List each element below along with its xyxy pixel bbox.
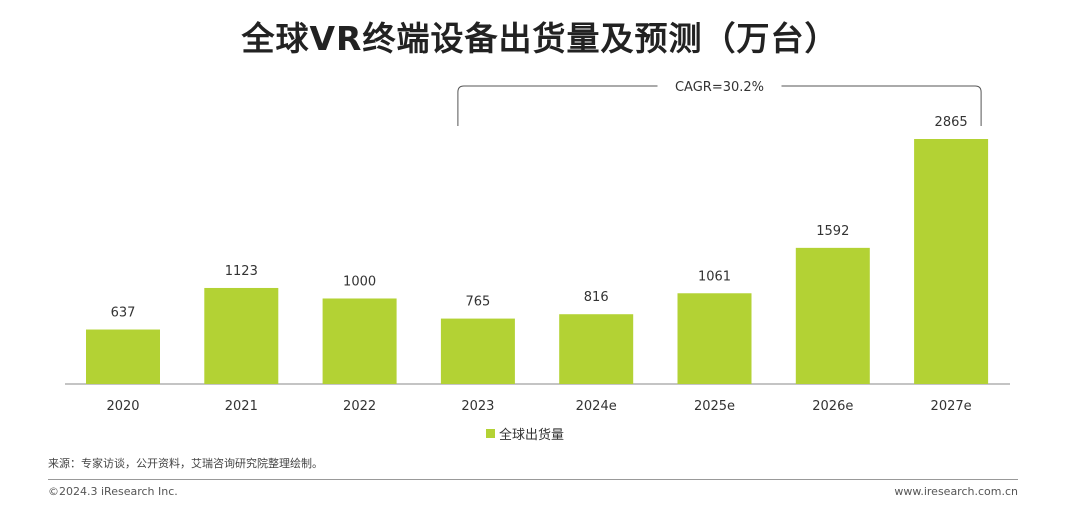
copyright: ©2024.3 iResearch Inc. [48, 485, 178, 498]
data-label-2024e: 816 [584, 290, 609, 305]
x-tick-label-2025e: 2025e [694, 399, 735, 414]
bar-2021 [204, 287, 279, 384]
x-tick-label-2023: 2023 [461, 399, 494, 414]
x-tick-label-2020: 2020 [106, 399, 139, 414]
bar-2020 [86, 329, 160, 384]
legend: 全球出货量 [486, 424, 564, 443]
bar-2025e [677, 293, 752, 384]
footer-divider [48, 479, 1018, 480]
source-note: 来源：专家访谈，公开资料，艾瑞咨询研究院整理绘制。 [48, 457, 323, 470]
bar-2024e [559, 314, 634, 384]
data-label-2020: 637 [111, 306, 136, 321]
data-label-2026e: 1592 [816, 224, 849, 239]
x-tick-label-2027e: 2027e [931, 399, 972, 414]
data-label-2023: 765 [465, 295, 490, 310]
chart-title: 全球VR终端设备出货量及预测（万台） [241, 19, 839, 58]
x-tick-label-2022: 2022 [343, 399, 376, 414]
cagr-bracket-left [457, 85, 658, 126]
data-label-2021: 1123 [225, 264, 258, 279]
x-tick-label-2024e: 2024e [576, 399, 617, 414]
x-tick-label-2026e: 2026e [812, 399, 853, 414]
data-label-2025e: 1061 [698, 269, 731, 284]
legend-label: 全球出货量 [499, 428, 565, 443]
x-tick-label-2021: 2021 [225, 399, 258, 414]
website-link[interactable]: www.iresearch.com.cn [894, 485, 1018, 498]
bar-2026e [795, 247, 870, 384]
data-label-2022: 1000 [343, 274, 376, 289]
bar-2023 [440, 318, 515, 384]
bar-2022 [322, 298, 397, 384]
cagr-annotation: CAGR=30.2% [675, 80, 764, 95]
cagr-bracket-right [781, 85, 982, 126]
data-label-2027e: 2865 [935, 115, 968, 130]
legend-swatch [486, 429, 495, 438]
bar-2027e [914, 139, 989, 384]
